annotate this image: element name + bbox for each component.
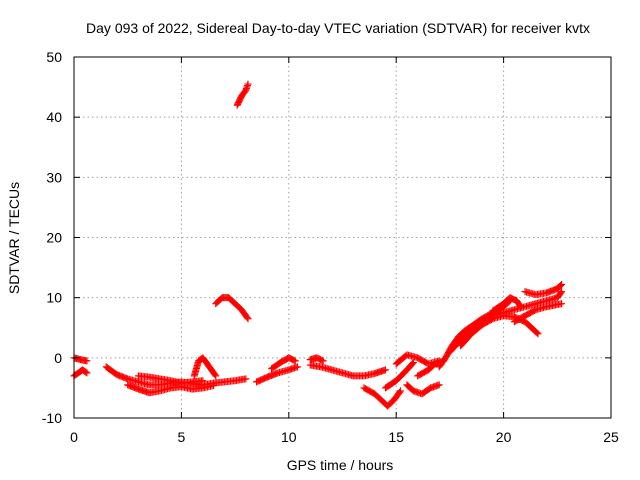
axis-ticks: 0 5 10 15 20 25 -10 0 10 20 30 40 50 — [42, 49, 619, 445]
y-tick-label: 0 — [54, 350, 62, 366]
series-arc-23 — [521, 280, 566, 299]
y-tick-label: 40 — [46, 109, 62, 125]
data-point — [381, 366, 389, 374]
series-arc-8 — [233, 80, 252, 109]
data-point — [435, 381, 443, 389]
series-arc-5 — [134, 372, 207, 387]
data-point — [319, 357, 327, 365]
data-point — [558, 288, 566, 296]
data-point — [534, 330, 542, 338]
x-tick-label: 15 — [388, 429, 404, 445]
series-arc-16 — [403, 381, 443, 398]
data-point — [558, 280, 566, 288]
y-tick-label: 10 — [46, 290, 62, 306]
series-arc-14 — [381, 359, 417, 392]
series-arc-7 — [212, 294, 252, 323]
x-tick-label: 0 — [70, 429, 78, 445]
data-point — [291, 357, 299, 365]
data-point — [318, 356, 326, 364]
y-tick-label: 50 — [46, 49, 62, 65]
data-point — [516, 301, 524, 309]
data-point — [396, 387, 404, 395]
data-point — [517, 303, 525, 311]
series-arc-2 — [70, 354, 91, 365]
data-point — [558, 300, 566, 308]
series-arc-10 — [268, 354, 299, 373]
chart-title: Day 093 of 2022, Sidereal Day-to-day VTE… — [86, 20, 590, 36]
series-arc-21 — [489, 294, 525, 315]
data-point — [244, 315, 252, 323]
series-arc-17 — [414, 357, 447, 380]
x-tick-label: 20 — [496, 429, 512, 445]
data-point — [212, 372, 220, 380]
y-tick-label: -10 — [42, 410, 62, 426]
data-points — [70, 80, 566, 410]
data-point — [557, 281, 565, 289]
data-point — [409, 359, 417, 367]
y-tick-label: 20 — [46, 230, 62, 246]
series-arc-9 — [253, 363, 301, 386]
y-tick-label: 30 — [46, 169, 62, 185]
y-axis-label: SDTVAR / TECUs — [6, 182, 22, 294]
x-tick-label: 25 — [603, 429, 619, 445]
data-point — [199, 377, 207, 385]
series-arc-11 — [306, 361, 389, 380]
series-arc-13 — [360, 384, 404, 410]
x-tick-label: 10 — [281, 429, 297, 445]
series-arc-12 — [306, 354, 327, 365]
data-point — [293, 363, 301, 371]
data-point — [83, 369, 91, 377]
data-point — [211, 371, 219, 379]
data-point — [242, 375, 250, 383]
data-point — [290, 356, 298, 364]
grid-lines — [74, 57, 611, 418]
series-arc-22 — [510, 300, 566, 326]
data-point — [243, 313, 251, 321]
data-point — [408, 360, 416, 368]
data-point — [244, 80, 252, 88]
data-point — [557, 289, 565, 297]
x-tick-label: 5 — [178, 429, 186, 445]
data-point — [82, 368, 90, 376]
plot-frame — [73, 56, 612, 419]
x-axis-label: GPS time / hours — [287, 457, 394, 473]
series-arc-1 — [70, 366, 91, 380]
series-arc-6 — [190, 354, 220, 380]
data-point — [533, 329, 541, 337]
data-point — [83, 357, 91, 365]
data-point — [210, 382, 218, 390]
data-point — [396, 388, 404, 396]
